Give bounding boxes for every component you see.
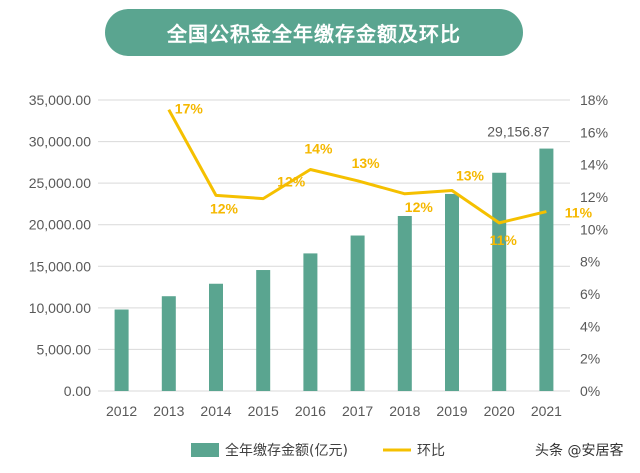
y-right-tick-label: 0% xyxy=(580,383,600,399)
data-labels: 17% 12% 12% 14% 13% 12% 13% 11% 11% 29,156.87 xyxy=(175,101,593,248)
x-tick-label: 2016 xyxy=(295,403,326,419)
bar xyxy=(209,283,223,391)
x-tick-label: 2019 xyxy=(436,403,467,419)
chart-title: 全国公积金全年缴存金额及环比 xyxy=(105,9,523,56)
line-data-label: 14% xyxy=(304,141,333,157)
legend-label-amount: 全年缴存金额(亿元) xyxy=(225,442,348,459)
y-left-tick-label: 0.00 xyxy=(64,383,91,399)
y-right-tick-label: 12% xyxy=(580,189,608,205)
y-left-tick-label: 15,000.00 xyxy=(29,258,91,274)
gridlines xyxy=(98,99,570,392)
bar xyxy=(303,253,318,391)
x-tick-label: 2017 xyxy=(342,403,373,419)
y-right-tick-label: 2% xyxy=(580,351,600,367)
bar-data-label: 29,156.87 xyxy=(487,124,549,140)
x-tick-label: 2021 xyxy=(531,403,562,419)
line-data-label: 12% xyxy=(210,200,239,216)
y-left-tick-label: 5,000.00 xyxy=(37,341,92,357)
y-right-tick-label: 6% xyxy=(580,286,600,302)
x-tick-label: 2020 xyxy=(484,403,515,419)
y-left-tick-label: 25,000.00 xyxy=(29,175,91,191)
legend: 全年缴存金额(亿元) 环比 xyxy=(191,442,445,459)
axis-labels: 0.00 5,000.00 10,000.00 15,000.00 20,000.00 2… xyxy=(29,92,608,419)
bar-series xyxy=(114,148,554,391)
watermark: 头条 @安居客 xyxy=(535,442,623,459)
bar xyxy=(114,309,129,391)
y-right-tick-label: 8% xyxy=(580,254,600,270)
y-right-tick-label: 10% xyxy=(580,221,608,237)
line-data-label: 13% xyxy=(352,155,381,171)
line-data-label: 12% xyxy=(405,199,434,215)
y-right-tick-label: 16% xyxy=(580,124,608,140)
ratio-line xyxy=(167,108,547,225)
bar xyxy=(445,193,459,391)
x-tick-label: 2012 xyxy=(106,403,137,419)
y-left-tick-label: 10,000.00 xyxy=(29,300,91,316)
bar xyxy=(492,172,507,391)
y-right-tick-label: 14% xyxy=(580,157,608,173)
line-data-label: 13% xyxy=(456,168,485,184)
x-tick-label: 2014 xyxy=(200,403,231,419)
line-data-label: 11% xyxy=(565,205,593,221)
x-tick-label: 2018 xyxy=(389,403,420,419)
legend-swatch-amount xyxy=(191,443,219,457)
bar xyxy=(161,296,176,391)
y-left-tick-label: 30,000.00 xyxy=(29,134,91,150)
y-left-tick-label: 20,000.00 xyxy=(29,217,91,233)
bar xyxy=(350,235,365,391)
line-data-label: 11% xyxy=(490,232,518,248)
bar xyxy=(539,148,554,391)
bar xyxy=(397,215,412,391)
y-right-tick-label: 4% xyxy=(580,318,600,334)
line-data-label: 17% xyxy=(175,101,204,117)
y-right-tick-label: 18% xyxy=(580,92,608,108)
legend-label-ratio: 环比 xyxy=(417,443,445,459)
line-data-label: 12% xyxy=(277,174,306,190)
x-tick-label: 2015 xyxy=(248,403,279,419)
y-left-tick-label: 35,000.00 xyxy=(29,92,91,108)
bar xyxy=(256,270,271,391)
x-tick-label: 2013 xyxy=(153,403,184,419)
